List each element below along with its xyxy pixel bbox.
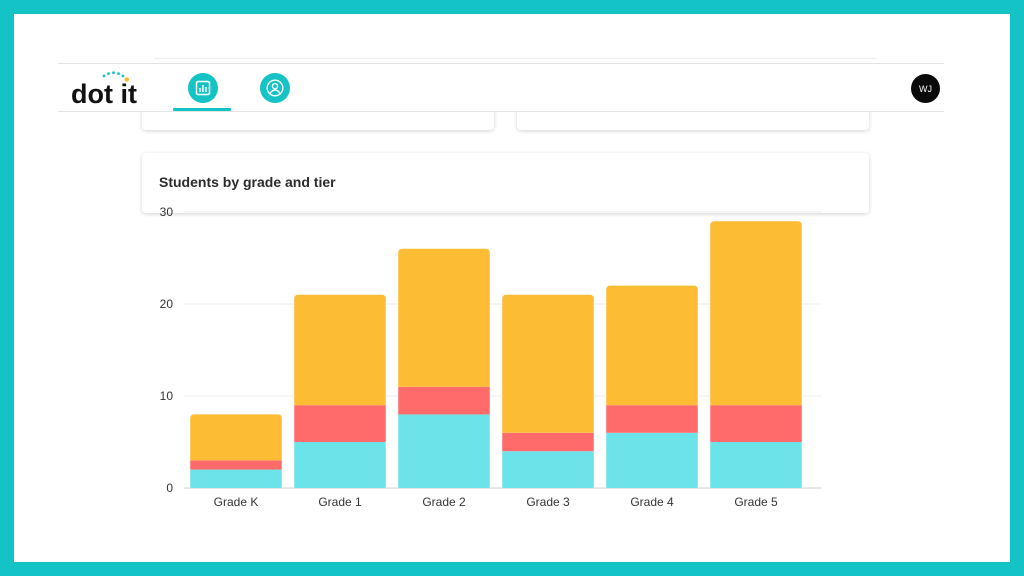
user-icon [266,79,284,97]
active-tab-indicator [173,108,231,111]
bar-segment-tier-1[interactable] [294,442,386,488]
stacked-bar-chart: 0 10 20 30 Grade K Grade 1 Grade 2 Grade 3 Grade… [160,205,822,509]
user-avatar[interactable]: WJ [911,74,940,103]
bar-segment-tier-1[interactable] [606,432,698,488]
bar-segment-tier-3[interactable] [606,285,698,406]
bar-segment-tier-1[interactable] [502,451,594,488]
top-navbar: dot it WJ [58,63,944,112]
x-tick-label: Grade 2 [422,495,466,509]
x-tick-label: Grade 1 [318,495,362,509]
bar-segment-tier-2[interactable] [710,405,802,442]
bar-segment-tier-3[interactable] [398,248,490,387]
dot-it-logo[interactable]: dot it [70,70,150,106]
x-tick-label: Grade 3 [526,495,570,509]
bar-segment-tier-1[interactable] [398,414,490,488]
chart-title: Students by grade and tier [159,174,336,190]
nav-profile-button[interactable] [260,73,290,103]
bar-segment-tier-3[interactable] [710,221,802,406]
divider [154,58,876,59]
chart-card: Students by grade and tier [142,153,869,213]
y-tick-label: 10 [160,389,174,403]
y-tick-label: 30 [160,205,174,219]
bar-segment-tier-3[interactable] [294,294,386,406]
x-tick-label: Grade 4 [630,495,674,509]
bar-segment-tier-2[interactable] [190,460,282,470]
bar-segment-tier-3[interactable] [190,414,282,461]
logo-wordmark: dot it [71,79,137,106]
bar-segment-tier-2[interactable] [294,405,386,442]
x-tick-label: Grade K [214,495,259,509]
y-tick-label: 20 [160,297,174,311]
bar-segment-tier-2[interactable] [398,386,490,415]
bar-segment-tier-2[interactable] [606,405,698,433]
y-tick-label: 0 [166,481,173,495]
nav-dashboard-button[interactable] [188,73,218,103]
bar-segment-tier-1[interactable] [190,469,282,488]
bar-segment-tier-1[interactable] [710,442,802,488]
app-frame: Students by grade and tier 0 10 20 30 Grade … [14,14,1010,562]
bar-segment-tier-2[interactable] [502,432,594,452]
bar-segment-tier-3[interactable] [502,294,594,433]
bar-chart-icon [195,80,211,96]
x-tick-label: Grade 5 [734,495,778,509]
